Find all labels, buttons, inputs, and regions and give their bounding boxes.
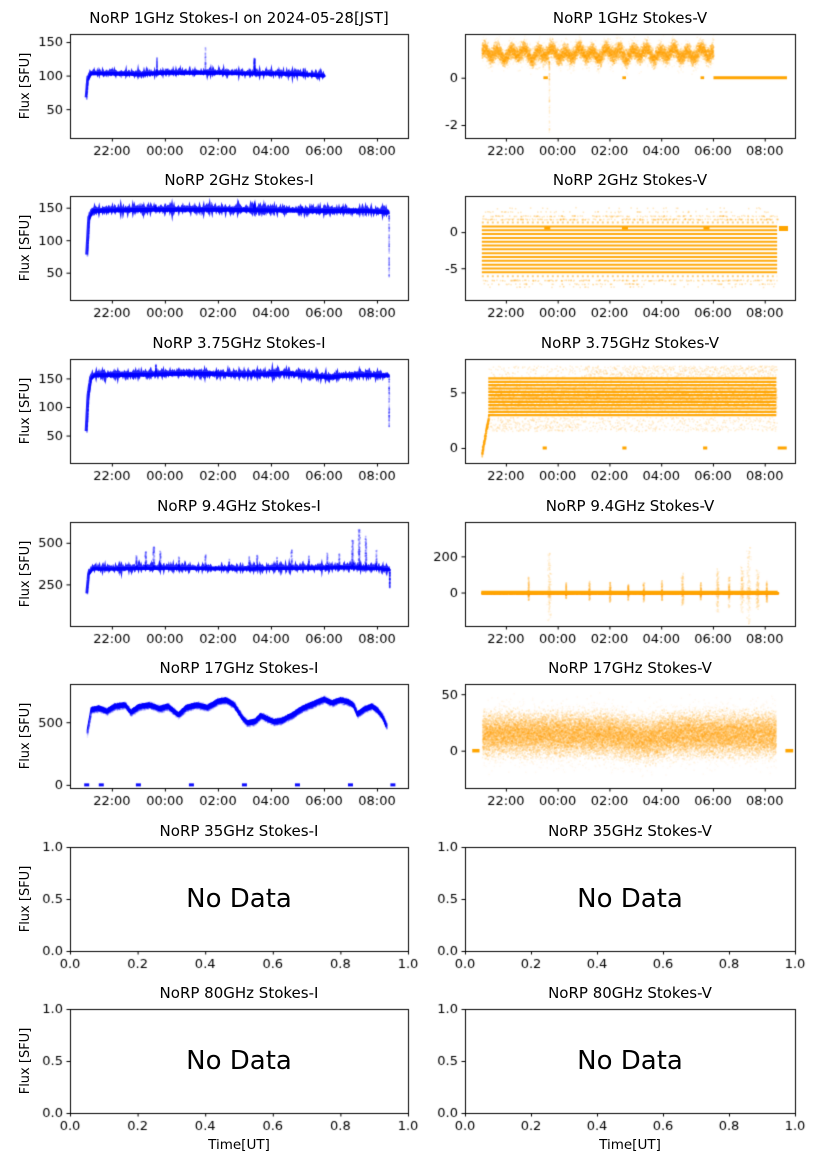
y-axis-label-80ghz-i: Flux [SFU] xyxy=(18,1027,33,1095)
panel-title-17ghz-i: NoRP 17GHz Stokes-I xyxy=(159,659,319,677)
no-data-text-35ghz-v: No Data xyxy=(577,884,683,914)
panel-title-2ghz-i: NoRP 2GHz Stokes-I xyxy=(164,171,314,189)
panel-title-9-4ghz-i: NoRP 9.4GHz Stokes-I xyxy=(157,497,321,515)
panel-title-2ghz-v: NoRP 2GHz Stokes-V xyxy=(552,171,708,189)
panel-title-35ghz-i: NoRP 35GHz Stokes-I xyxy=(159,822,319,840)
panel-title-3-75ghz-v: NoRP 3.75GHz Stokes-V xyxy=(540,334,720,352)
panel-title-80ghz-i: NoRP 80GHz Stokes-I xyxy=(159,984,319,1002)
y-axis-label-9-4ghz-i: Flux [SFU] xyxy=(18,540,33,608)
no-data-text-35ghz-i: No Data xyxy=(186,884,292,914)
y-axis-label-17ghz-i: Flux [SFU] xyxy=(18,702,33,770)
no-data-text-80ghz-i: No Data xyxy=(186,1046,292,1076)
panel-title-80ghz-v: NoRP 80GHz Stokes-V xyxy=(548,984,712,1002)
panel-title-35ghz-v: NoRP 35GHz Stokes-V xyxy=(548,822,712,840)
y-axis-label-2ghz-i: Flux [SFU] xyxy=(18,214,33,282)
panel-title-9-4ghz-v: NoRP 9.4GHz Stokes-V xyxy=(545,497,715,515)
y-axis-label-1ghz-i: Flux [SFU] xyxy=(18,52,33,120)
panel-title-1ghz-v: NoRP 1GHz Stokes-V xyxy=(552,9,708,27)
panel-title-3-75ghz-i: NoRP 3.75GHz Stokes-I xyxy=(152,334,326,352)
x-axis-label-80ghz-i: Time[UT] xyxy=(208,1137,270,1153)
panel-title-17ghz-v: NoRP 17GHz Stokes-V xyxy=(548,659,712,677)
no-data-text-80ghz-v: No Data xyxy=(577,1046,683,1076)
panel-title-1ghz-i: NoRP 1GHz Stokes-I on 2024-05-28[JST] xyxy=(89,9,389,27)
y-axis-label-35ghz-i: Flux [SFU] xyxy=(18,865,33,933)
y-axis-label-3-75ghz-i: Flux [SFU] xyxy=(18,377,33,445)
x-axis-label-80ghz-v: Time[UT] xyxy=(599,1137,661,1153)
